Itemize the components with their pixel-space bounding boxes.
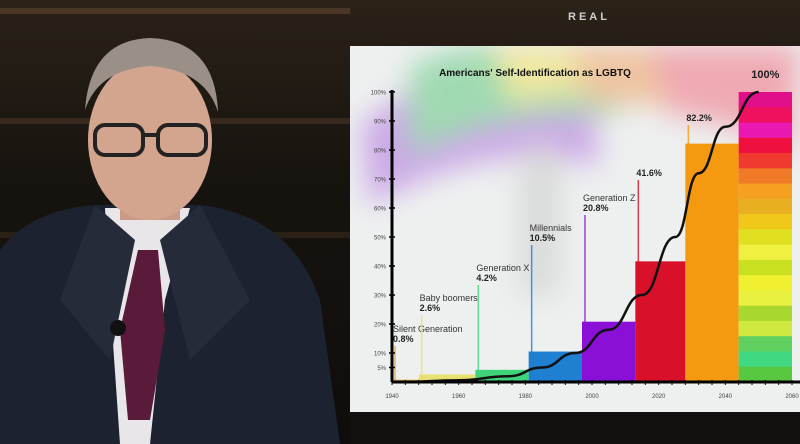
y-tick-label: 60% — [374, 207, 387, 213]
x-tick-label: 2060 — [785, 394, 799, 400]
bar-stripe — [738, 183, 792, 200]
chart-title: Americans' Self-Identification as LGBTQ — [439, 68, 631, 79]
show-logo: REAL — [568, 11, 610, 23]
bar-rainbow — [738, 92, 792, 383]
x-tick-label: 2000 — [585, 394, 599, 400]
bottom-strip — [350, 412, 800, 444]
bar-stripe — [738, 305, 792, 322]
bar-stripe — [738, 320, 792, 337]
y-tick-label: 20% — [374, 323, 387, 329]
x-tick-label: 2040 — [719, 394, 733, 400]
y-tick-label: 5% — [377, 366, 386, 372]
bar-stripe — [738, 336, 792, 352]
bar-stripe — [738, 153, 792, 169]
x-tick-label: 1980 — [519, 394, 533, 400]
y-tick-label: 10% — [374, 352, 387, 358]
bar-value-label: 100% — [751, 69, 779, 81]
y-tick-label: 90% — [374, 120, 387, 126]
bar-stripe — [738, 259, 792, 276]
bar — [582, 321, 636, 382]
bar-stripe — [738, 107, 792, 124]
bar-value-label: 20.8% — [583, 203, 609, 213]
x-tick-label: 1940 — [385, 394, 399, 400]
y-tick-label: 100% — [371, 91, 387, 97]
chart-panel: Americans' Self-Identification as LGBTQ … — [350, 46, 800, 412]
bar-value-label: 0.8% — [393, 334, 414, 344]
x-tick-label: 2020 — [652, 394, 666, 400]
bar-stripe — [738, 92, 792, 108]
y-tick-label: 40% — [374, 265, 387, 271]
bar-stripe — [738, 275, 792, 291]
bar-stripe — [738, 214, 792, 230]
bar-stripe — [738, 351, 792, 368]
bar-stripe — [738, 122, 792, 139]
x-tick-label: 1960 — [452, 394, 466, 400]
bar — [418, 374, 476, 382]
bar-label: Silent Generation — [393, 324, 463, 334]
bar-value-label: 82.2% — [686, 113, 712, 123]
trend-curve — [401, 90, 759, 384]
host-person — [0, 38, 340, 444]
y-tick-label: 30% — [374, 294, 387, 300]
bar-label: Baby boomers — [420, 293, 479, 303]
bar-stripe — [738, 244, 792, 261]
bar-stripe — [738, 168, 792, 185]
bar-label: Millennials — [530, 223, 573, 233]
bar-value-label: 4.2% — [476, 273, 497, 283]
bar-stripe — [738, 229, 792, 246]
y-tick-label: 80% — [374, 149, 387, 155]
y-tick-label: 70% — [374, 178, 387, 184]
bar-label: Generation Z — [583, 193, 636, 203]
bar-label: Generation X — [476, 263, 529, 273]
bar-stripe — [738, 198, 792, 215]
bar-stripe — [738, 290, 792, 307]
bar-value-label: 10.5% — [530, 233, 556, 243]
bar — [685, 143, 739, 382]
shelf — [0, 8, 350, 14]
bar — [635, 261, 686, 382]
bar-value-label: 41.6% — [636, 168, 662, 178]
bar-value-label: 2.6% — [420, 303, 441, 313]
chart: Americans' Self-Identification as LGBTQ … — [371, 68, 800, 400]
bar-stripe — [738, 137, 792, 154]
y-tick-label: 50% — [374, 236, 387, 242]
bar-stripe — [738, 366, 792, 383]
